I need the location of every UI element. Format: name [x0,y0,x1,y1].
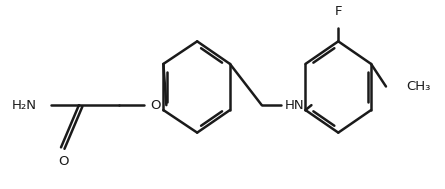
Text: CH₃: CH₃ [406,80,430,93]
Text: O: O [150,99,161,112]
Text: H₂N: H₂N [12,99,37,112]
Text: O: O [58,155,68,168]
Text: F: F [335,5,342,18]
Text: HN: HN [285,99,304,112]
